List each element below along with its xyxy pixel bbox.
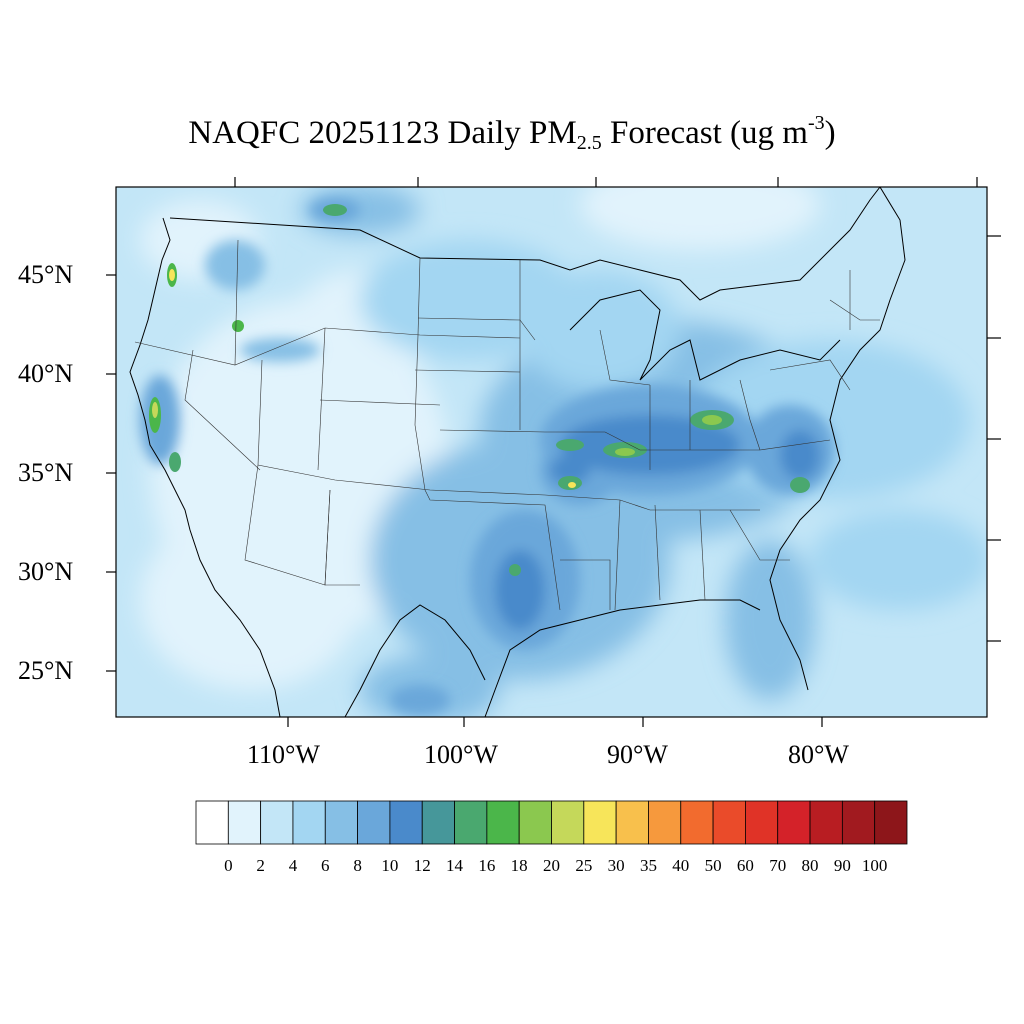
colorbar-box bbox=[292, 800, 326, 845]
colorbar-tick-label: 12 bbox=[413, 856, 431, 875]
colorbar-box bbox=[227, 800, 262, 845]
colorbar-tick-label: 25 bbox=[575, 856, 593, 875]
colorbar-box bbox=[551, 800, 585, 845]
colorbar-tick-label: 80 bbox=[801, 856, 819, 875]
colorbar-box bbox=[421, 800, 455, 845]
colorbar-tick-label: 30 bbox=[607, 856, 625, 875]
map-frame bbox=[115, 186, 988, 718]
colorbar-tick-label: 50 bbox=[704, 856, 722, 875]
colorbar-box bbox=[486, 800, 520, 845]
colorbar-tick-label: 16 bbox=[478, 856, 496, 875]
axis-ticks bbox=[106, 177, 1001, 727]
colorbar-tick-label: 4 bbox=[288, 856, 298, 875]
lat-label-40: 40°N bbox=[18, 359, 74, 388]
colorbar-box bbox=[260, 800, 294, 845]
colorbar-tick-label: 14 bbox=[446, 856, 464, 875]
state-borders bbox=[134, 239, 880, 611]
colorbar-box bbox=[357, 800, 391, 845]
colorbar-tick-label: 8 bbox=[353, 856, 362, 875]
lon-label-110w: 110°W bbox=[247, 740, 320, 769]
colorbar-tick-label: 35 bbox=[639, 856, 657, 875]
colorbar-tick-label: 90 bbox=[833, 856, 851, 875]
colorbar-box bbox=[680, 800, 714, 845]
colorbar-box bbox=[777, 800, 811, 845]
colorbar-tick-label: 10 bbox=[381, 856, 399, 875]
colorbar-box bbox=[809, 800, 843, 845]
colorbar-box bbox=[648, 800, 682, 845]
colorbar-tick-label: 40 bbox=[672, 856, 690, 875]
colorbar-tick-label: 2 bbox=[256, 856, 265, 875]
colorbar-box bbox=[841, 800, 876, 845]
colorbar-box bbox=[874, 800, 908, 845]
colorbar-box bbox=[389, 800, 423, 845]
colorbar-box bbox=[583, 800, 617, 845]
lat-label-25: 25°N bbox=[18, 656, 74, 685]
lat-label-35: 35°N bbox=[18, 458, 74, 487]
coastline bbox=[129, 187, 906, 717]
colorbar-tick-label: 60 bbox=[736, 856, 754, 875]
lat-label-45: 45°N bbox=[18, 260, 74, 289]
lon-label-90w: 90°W bbox=[607, 740, 668, 769]
colorbar-tick-label: 70 bbox=[769, 856, 787, 875]
colorbar-tick-label: 6 bbox=[321, 856, 330, 875]
colorbar-tick-label: 0 bbox=[224, 856, 233, 875]
colorbar-tick-label: 18 bbox=[510, 856, 528, 875]
colorbar-box bbox=[745, 800, 779, 845]
lon-label-100w: 100°W bbox=[424, 740, 498, 769]
colorbar-box bbox=[324, 800, 358, 845]
colorbar-box bbox=[712, 800, 746, 845]
lon-label-80w: 80°W bbox=[788, 740, 849, 769]
colorbar-tick-label: 100 bbox=[861, 856, 888, 875]
colorbar-box bbox=[454, 800, 488, 845]
colorbar-tick-label: 20 bbox=[543, 856, 560, 875]
colorbar-box bbox=[518, 800, 552, 845]
colorbar-box bbox=[195, 800, 229, 845]
lat-label-30: 30°N bbox=[18, 557, 74, 586]
map-title: NAQFC 20251123 Daily PM2.5 Forecast (ug … bbox=[188, 112, 836, 154]
colorbar-box bbox=[615, 800, 649, 845]
